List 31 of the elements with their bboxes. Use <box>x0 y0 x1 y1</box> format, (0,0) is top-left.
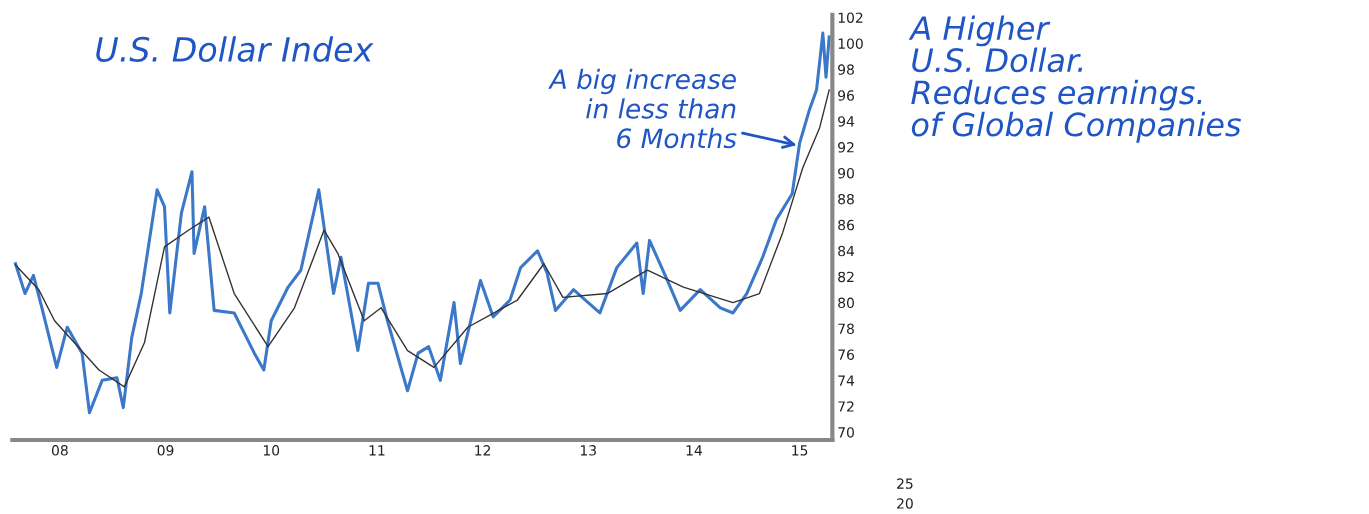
x-tick-label: 10 <box>263 445 280 456</box>
x-tick-label: 09 <box>157 445 174 456</box>
y-tick-label: 72 <box>838 401 854 412</box>
y-tick-label: 90 <box>838 167 854 179</box>
y-tick-label: 76 <box>838 349 855 360</box>
y-tick-label: 84 <box>838 245 855 257</box>
y-tick-label: 96 <box>838 90 855 101</box>
y-tick-label: 92 <box>838 142 854 153</box>
y-tick-label: 100 <box>838 38 863 49</box>
annotation: A big increase in less than 6 Months <box>548 68 737 149</box>
x-tick-label: 13 <box>580 445 596 456</box>
text: 20 <box>897 498 913 509</box>
y-tick-label: 80 <box>838 297 854 309</box>
y-tick-label: 98 <box>838 64 854 75</box>
x-tick-label: 14 <box>686 445 702 456</box>
y-tick-label: 74 <box>838 375 855 386</box>
y-tick-label: 78 <box>838 323 854 334</box>
line-series <box>13 31 831 415</box>
y-tick-label: 82 <box>838 271 854 283</box>
x-tick-label: 15 <box>792 445 808 456</box>
text: 25 <box>897 478 913 489</box>
y-tick-label: 94 <box>838 116 855 127</box>
text: U.S. Dollar Index <box>96 36 374 62</box>
y-tick-label: 88 <box>838 193 854 205</box>
x-tick-label: 08 <box>51 445 68 456</box>
text: A Higher U.S. Dollar. Reduces earnings. of Global Companies <box>908 15 1241 143</box>
y-tick-label: 86 <box>838 219 855 231</box>
x-tick-label: 11 <box>369 445 385 456</box>
y-tick-label: 102 <box>838 12 863 23</box>
y-tick-label: 70 <box>838 427 854 438</box>
x-tick-label: 12 <box>475 445 491 456</box>
